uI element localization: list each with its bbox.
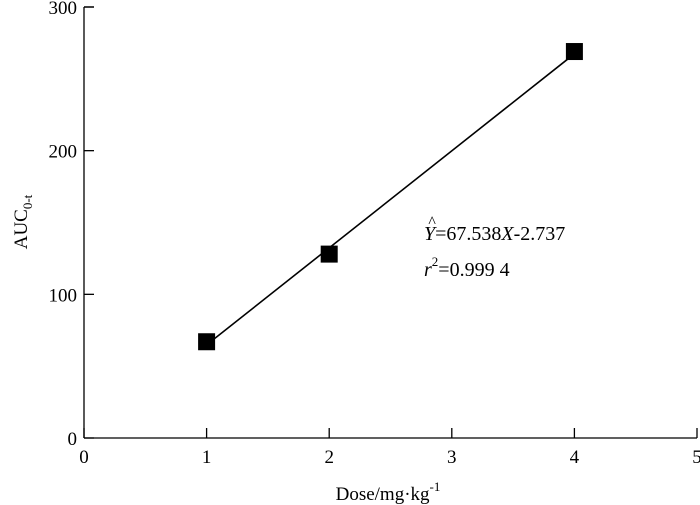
r-squared: r2=0.999 4 [424, 254, 510, 281]
x-axis-title: Dose/mg·kg-1 [336, 479, 441, 505]
y-axis-title-sub: 0-t [20, 194, 35, 209]
y-ticks: 0 100 200 300 [49, 0, 94, 450]
data-point-2 [565, 43, 583, 61]
r-sup: 2 [432, 254, 439, 269]
x-tick-label-0: 0 [79, 447, 89, 468]
data-point-0 [198, 333, 216, 351]
y-tick-label-2: 200 [49, 142, 78, 163]
equation-hat: ^ [428, 214, 436, 231]
x-tick-label-3: 3 [447, 447, 457, 468]
fit-line-layer [206, 53, 575, 346]
y-tick-label-0: 0 [68, 429, 78, 450]
y-axis-title-main: AUC [11, 209, 32, 249]
regression-annotation: ^ Y=67.538X-2.737 r2=0.999 4 [424, 214, 565, 281]
data-point-1 [320, 245, 338, 263]
x-axis-title-main: Dose/mg·kg [336, 484, 430, 505]
y-axis-title: AUC0-t [11, 194, 35, 249]
equation-lhs: Y [424, 223, 437, 245]
regression-equation: Y=67.538X-2.737 [424, 223, 565, 245]
r-value: =0.999 4 [438, 259, 509, 281]
x-axis-title-sup: -1 [430, 479, 441, 494]
equation-mid: =67.538 [435, 223, 501, 245]
x-tick-label-2: 2 [324, 447, 334, 468]
regression-line [206, 53, 575, 346]
x-ticks: 0 1 2 3 4 5 [79, 428, 700, 468]
x-tick-label-4: 4 [570, 447, 580, 468]
equation-rest: -2.737 [514, 223, 566, 245]
equation-var: X [500, 223, 514, 245]
y-tick-label-3: 300 [49, 0, 78, 19]
r-symbol: r [424, 259, 432, 281]
x-tick-label-5: 5 [692, 447, 700, 468]
plot-frame [83, 6, 697, 439]
y-tick-label-1: 100 [49, 285, 78, 306]
data-points [198, 43, 583, 351]
x-tick-label-1: 1 [202, 447, 212, 468]
